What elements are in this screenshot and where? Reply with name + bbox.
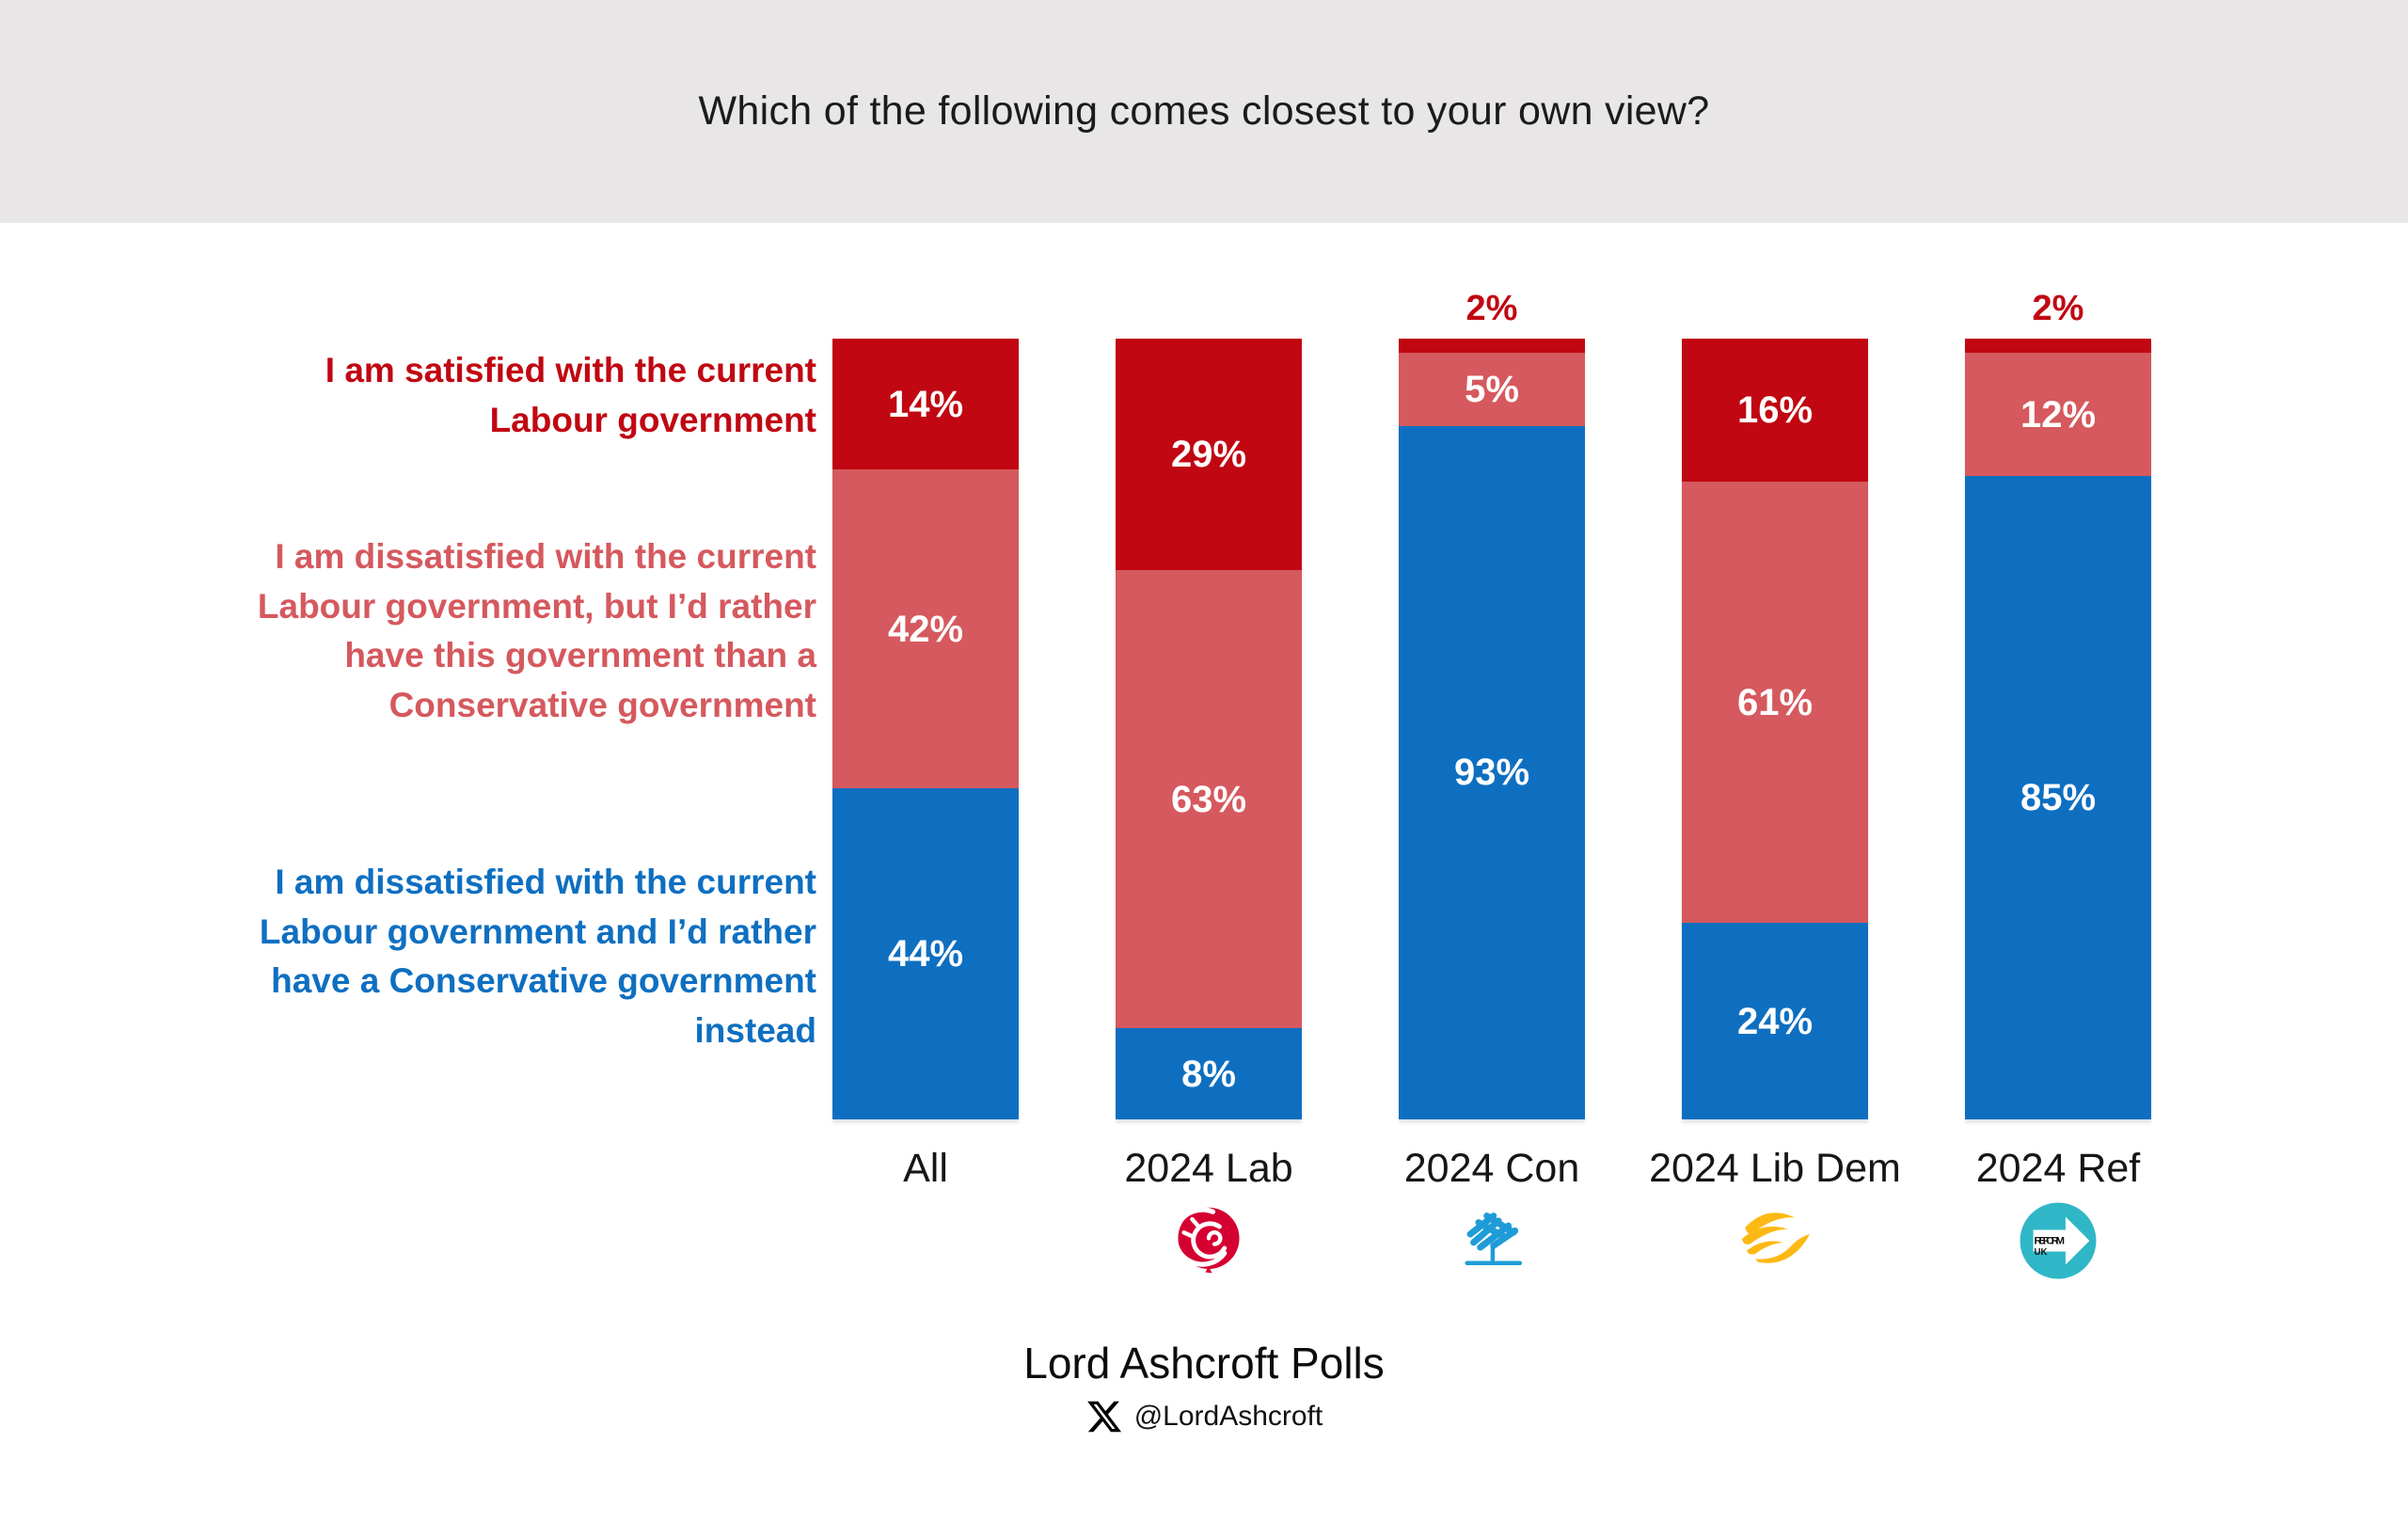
bar-column: 16% 61% 24% 2024 Lib Dem [1649,339,1901,1263]
reform-uk-icon: REFORM UK [1965,1199,2151,1282]
bar-segment: 14% [832,339,1019,470]
bar-segment: 24% [1682,923,1868,1119]
svg-text:REFORM: REFORM [2034,1236,2065,1247]
bar-segment [1399,339,1585,353]
x-logo-icon [1085,1398,1123,1435]
stacked-bar: 14% 42% 44% [832,339,1019,1120]
bar-segment: 8% [1116,1028,1302,1119]
bar-segment: 61% [1682,482,1868,924]
category-label: 2024 Ref [1975,1146,2141,1191]
stacked-bar: 5% 93% [1399,339,1585,1119]
stacked-bar: 12% 85% [1965,339,2151,1119]
bar-value-label: 85% [2020,777,2097,819]
bar-value-label: 93% [1453,752,1530,794]
bar-segment: 5% [1399,353,1585,426]
bar-value-label: 12% [2020,393,2097,436]
bar-segment: 16% [1682,339,1868,483]
bar-value-label: 5% [1465,368,1519,410]
bar-column: 2% 12% 85% 2024 Ref REFORM UK [1965,289,2151,1279]
bar-segment: 63% [1116,569,1302,1029]
conservative-tree-icon [1399,1199,1585,1282]
bar-segment: 29% [1116,339,1302,570]
bar-value-label: 42% [887,608,964,650]
legend-label: I am dissatisfied with the current Labou… [259,863,816,1050]
bar-value-label-outside: 2% [2032,289,2084,328]
bar-segment: 12% [1965,353,2151,477]
bar-value-label: 29% [1170,433,1247,475]
category-label: All [903,1146,948,1191]
bar-segment: 44% [832,787,1019,1120]
bar-value-label: 63% [1170,778,1247,820]
bar-column: 2% 5% 93% 2024 Con [1399,289,1585,1265]
libdem-bird-icon [1682,1199,1868,1282]
footer: Lord Ashcroft Polls @LordAshcroft [0,1338,2408,1435]
category-label: 2024 Lib Dem [1649,1146,1901,1191]
labour-rose-icon [1116,1199,1302,1282]
footer-brand: Lord Ashcroft Polls [1023,1339,1385,1387]
bar-segment [1965,339,2151,354]
legend-label: I am satisfied with the current Labour g… [325,351,816,439]
bar-value-label: 16% [1736,389,1814,432]
bar-value-label: 61% [1736,681,1814,723]
bar-column: 29% 63% 8% 2024 Lab [1116,339,1302,1274]
category-label: 2024 Con [1403,1146,1580,1191]
bar-segment: 93% [1399,425,1585,1119]
bar-value-label: 44% [887,932,964,975]
footer-social-row: @LordAshcroft [0,1398,2408,1435]
bar-value-label-outside: 2% [1465,289,1518,328]
stacked-bar: 16% 61% 24% [1682,339,1868,1119]
footer-x-handle: @LordAshcroft [1133,1401,1323,1432]
bar-column: 14% 42% 44% All [832,339,1019,1191]
bar-value-label: 14% [887,383,964,425]
bar-segment: 85% [1965,476,2151,1119]
header-banner: Which of the following comes closest to … [0,0,2408,223]
category-label: 2024 Lab [1124,1146,1293,1191]
stacked-bar: 29% 63% 8% [1116,339,1302,1119]
bar-value-label: 8% [1181,1053,1236,1095]
svg-text:UK: UK [2034,1247,2047,1258]
legend-label: I am dissatisfied with the current Labou… [257,537,816,724]
bar-segment: 42% [832,469,1019,788]
chart-title: Which of the following comes closest to … [698,88,1710,134]
bar-value-label: 24% [1736,1000,1814,1042]
